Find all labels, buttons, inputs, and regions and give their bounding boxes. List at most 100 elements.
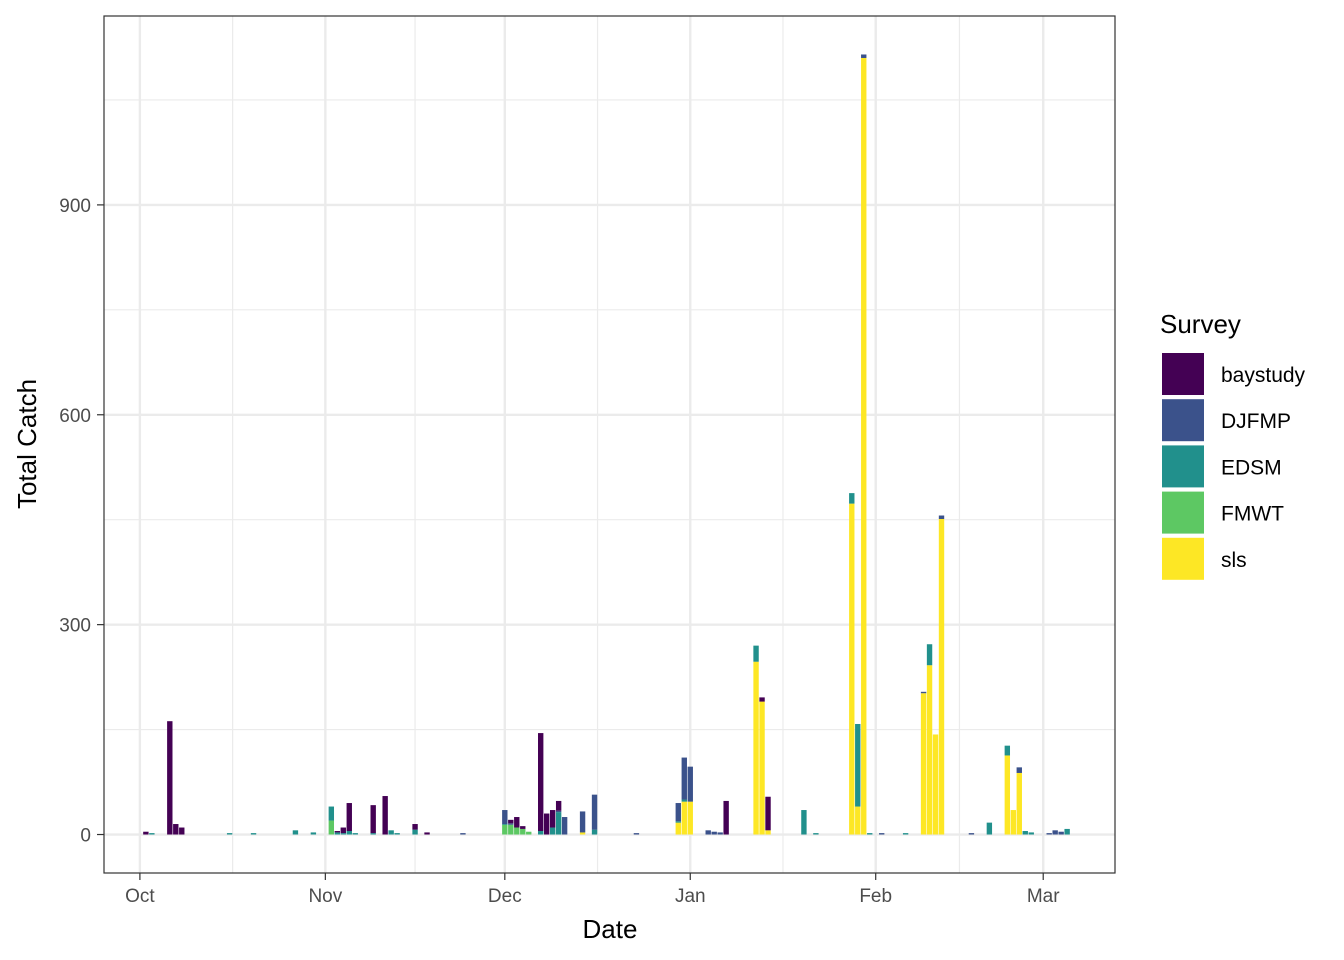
- bar-segment-baystudy: [759, 697, 765, 702]
- legend-label-fmwt: FMWT: [1221, 503, 1284, 526]
- legend: Survey baystudy DJFMP EDSM FMWT sls: [1160, 309, 1306, 580]
- y-tick-label: 600: [59, 406, 91, 427]
- bar-segment-sls: [687, 801, 693, 835]
- legend-key-sls: [1162, 537, 1204, 580]
- y-tick-labels: 0 300 600 900: [59, 196, 91, 847]
- bar-segment-edsm: [867, 833, 873, 835]
- legend-title: Survey: [1160, 309, 1241, 339]
- bar-segment-baystudy: [520, 826, 526, 829]
- bar-segment-sls: [753, 661, 759, 835]
- legend-label-sls: sls: [1221, 549, 1247, 572]
- bar-segment-edsm: [855, 723, 861, 807]
- bar-segment-edsm: [370, 833, 376, 835]
- bar-segment-djfmp: [561, 817, 568, 835]
- bar-segment-fmwt: [514, 827, 520, 835]
- bar-segment-edsm: [502, 824, 508, 825]
- major-gridlines: [104, 16, 1115, 873]
- bar-segment-djfmp: [502, 810, 508, 825]
- y-axis-title: Total Catch: [12, 379, 42, 509]
- bar-segment-edsm: [591, 829, 598, 835]
- bar-segment-djfmp: [508, 823, 514, 825]
- bar-segment-baystudy: [412, 824, 418, 830]
- legend-label-baystudy: baystudy: [1221, 364, 1306, 387]
- legend-label-edsm: EDSM: [1221, 456, 1282, 479]
- bar-segment-edsm: [388, 830, 394, 835]
- bar-segment-djfmp: [1016, 767, 1022, 773]
- bar-segment-djfmp: [555, 810, 562, 813]
- bar-segment-edsm: [538, 831, 544, 835]
- bar-segment-djfmp: [705, 830, 711, 835]
- bar-segment-djfmp: [879, 833, 885, 835]
- bar-segment-edsm: [292, 830, 299, 835]
- bar-segment-edsm: [346, 831, 352, 835]
- bar-segment-sls: [579, 832, 586, 835]
- bar-segment-baystudy: [543, 813, 550, 835]
- bar-segment-edsm: [986, 822, 993, 835]
- bar-segment-djfmp: [633, 833, 640, 835]
- minor-gridlines: [104, 16, 1115, 873]
- bar-segment-edsm: [334, 832, 340, 835]
- x-tick-label: Dec: [488, 886, 522, 907]
- bar-segment-sls: [1010, 810, 1016, 835]
- bar-segment-fmwt: [526, 831, 532, 835]
- bar-segment-djfmp: [938, 515, 945, 520]
- x-tick-label: Oct: [125, 886, 155, 907]
- bar-segment-edsm: [340, 833, 346, 835]
- bar-segment-djfmp: [968, 833, 975, 835]
- bar-segment-edsm: [681, 799, 687, 802]
- bar-segment-baystudy: [167, 721, 173, 835]
- bar-segment-edsm: [328, 806, 335, 821]
- bar-segment-djfmp: [1058, 831, 1064, 835]
- bar-segment-sls: [920, 693, 927, 835]
- bar-segment-baystudy: [555, 800, 562, 811]
- bar-segment-edsm: [1064, 828, 1070, 835]
- bar-segment-edsm: [801, 810, 807, 835]
- bar-segment-baystudy: [179, 827, 185, 835]
- bar-segment-sls: [765, 830, 771, 835]
- bar-segment-fmwt: [508, 824, 514, 835]
- bar-segment-baystudy: [508, 819, 514, 824]
- axis-ticks: [97, 204, 1044, 880]
- bar-segment-sls: [849, 503, 855, 835]
- bar-segment-baystudy: [538, 733, 544, 832]
- bar-segment-djfmp: [1052, 830, 1058, 835]
- bar-segment-edsm: [1004, 745, 1011, 756]
- bar-segment-baystudy: [173, 824, 179, 835]
- bar-segment-edsm: [813, 833, 819, 835]
- legend-key-edsm: [1162, 445, 1204, 488]
- bar-segment-baystudy: [424, 832, 430, 835]
- bars: [143, 54, 1070, 835]
- bar-segment-baystudy: [549, 810, 556, 828]
- bar-segment-sls: [759, 701, 765, 835]
- bar-segment-djfmp: [1046, 833, 1052, 835]
- bar-segment-edsm: [549, 827, 556, 835]
- bar-segment-sls: [932, 734, 939, 835]
- bar-segment-sls: [675, 822, 681, 835]
- x-tick-label: Mar: [1027, 886, 1060, 907]
- bar-segment-sls: [861, 57, 867, 835]
- y-tick-label: 300: [59, 616, 91, 637]
- bar-segment-baystudy: [382, 796, 388, 835]
- bar-segment-baystudy: [765, 796, 771, 831]
- bar-segment-edsm: [1022, 831, 1028, 835]
- bar-segment-edsm: [310, 832, 317, 835]
- bar-segment-fmwt: [520, 828, 526, 835]
- bar-segment-baystudy: [334, 831, 340, 833]
- bar-segment-baystudy: [370, 805, 376, 834]
- bar-segment-djfmp: [579, 811, 586, 833]
- y-tick-label: 900: [59, 196, 91, 217]
- bar-segment-djfmp: [920, 691, 927, 694]
- bar-segment-edsm: [902, 833, 909, 835]
- x-tick-label: Nov: [308, 886, 342, 907]
- bar-segment-edsm: [849, 493, 855, 504]
- legend-key-baystudy: [1162, 353, 1204, 395]
- bar-segment-fmwt: [502, 824, 508, 835]
- bar-segment-sls: [855, 806, 861, 835]
- bar-segment-sls: [938, 519, 945, 835]
- bar-segment-edsm: [675, 821, 681, 823]
- x-tick-label: Jan: [675, 886, 706, 907]
- bar-segment-baystudy: [514, 817, 520, 828]
- bar-segment-djfmp: [861, 54, 867, 58]
- bar-segment-djfmp: [675, 803, 681, 822]
